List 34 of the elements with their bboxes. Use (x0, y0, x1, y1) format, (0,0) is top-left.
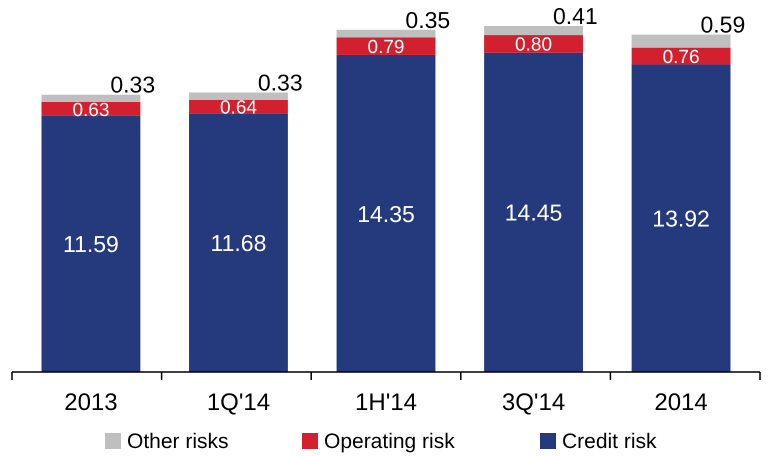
data-label: 0.79 (368, 37, 404, 58)
data-label: 0.64 (220, 98, 258, 119)
legend-label: Credit risk (562, 430, 658, 453)
bar (484, 52, 583, 372)
data-label: 0.76 (662, 46, 700, 68)
data-label: 0.33 (258, 70, 303, 96)
x-tick-label: 1Q'14 (206, 389, 270, 416)
bar (484, 26, 583, 36)
legend-label: Operating risk (324, 430, 456, 453)
data-label: 14.45 (504, 200, 562, 226)
data-label: 0.80 (515, 34, 552, 56)
bar (189, 92, 288, 100)
data-label: 0.41 (552, 3, 598, 29)
data-label: 14.35 (357, 200, 415, 227)
bar (42, 116, 140, 372)
x-tick-label: 1H'14 (355, 389, 417, 416)
legend-label: Other risks (127, 430, 229, 453)
data-label: 0.33 (110, 72, 156, 98)
bar (632, 48, 730, 64)
bar (336, 30, 436, 38)
bar (632, 64, 730, 372)
bar (189, 114, 288, 372)
bar (42, 94, 140, 102)
data-label: 13.92 (652, 206, 710, 232)
data-label: 0.35 (405, 6, 450, 33)
x-tick-label: 3Q'14 (502, 389, 566, 416)
bar (336, 54, 436, 372)
data-label: 0.59 (700, 12, 746, 38)
data-label: 0.63 (72, 100, 110, 121)
x-tick-label: 2013 (64, 389, 118, 416)
bar (632, 34, 730, 48)
x-tick-label: 2014 (654, 389, 708, 416)
data-label: 11.59 (63, 231, 119, 258)
data-label: 11.68 (210, 230, 266, 256)
